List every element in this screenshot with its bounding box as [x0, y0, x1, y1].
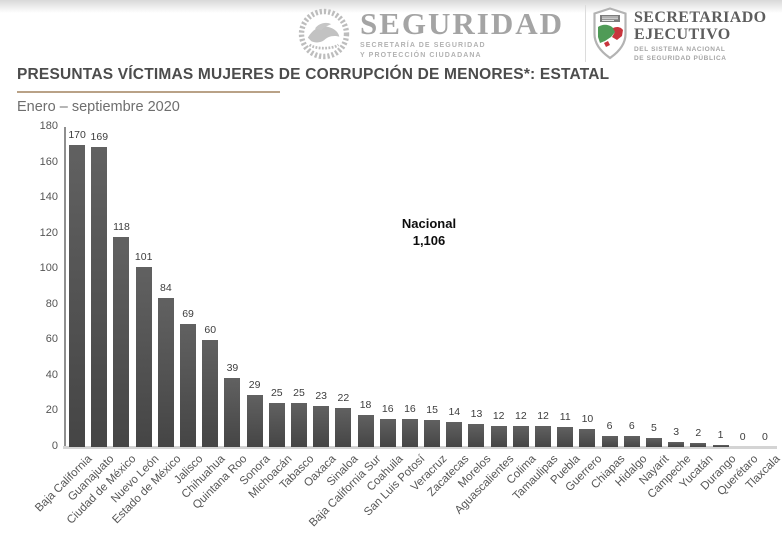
bar-value-label: 3	[673, 425, 680, 438]
bar-value-label: 25	[293, 386, 305, 399]
y-axis-tick-label: 60	[45, 333, 58, 346]
bar	[623, 436, 640, 447]
bar-value-label: 12	[537, 409, 549, 422]
bar	[601, 436, 618, 447]
seguridad-brand: SEGURIDAD SECRETARÍA DE SEGURIDAD Y PROT…	[360, 8, 564, 59]
x-axis-baseline	[63, 446, 777, 449]
top-border-shade	[0, 0, 782, 13]
bar-value-label: 12	[492, 409, 505, 422]
y-axis-tick-label: 0	[51, 440, 58, 452]
secretariado-line2: EJECUTIVO	[634, 25, 731, 43]
bar-value-label: 13	[470, 407, 483, 420]
bar	[690, 443, 707, 447]
y-axis-tick-label: 160	[39, 155, 58, 168]
bar	[135, 267, 152, 447]
bar	[202, 340, 219, 447]
bar	[712, 445, 729, 447]
bar	[424, 420, 441, 447]
bar-value-label: 12	[515, 409, 527, 422]
bar-value-label: 169	[90, 130, 109, 143]
bar-value-label: 15	[426, 404, 438, 417]
bar-value-label: 2	[695, 427, 702, 440]
bar-value-label: 29	[248, 379, 261, 392]
nacional-label: Nacional	[401, 216, 457, 231]
bar-value-label: 69	[182, 308, 194, 321]
bar-value-label: 16	[381, 402, 394, 415]
secretariado-sub-line2: DE SEGURIDAD PÚBLICA	[634, 54, 727, 62]
bar-value-label: 16	[404, 402, 416, 415]
seguridad-sub-line2: Y PROTECCIÓN CIUDADANA	[360, 52, 482, 59]
bar	[224, 377, 241, 447]
bar	[91, 146, 108, 447]
bar-value-label: 0	[761, 431, 768, 443]
y-axis-tick-label: 120	[39, 226, 58, 239]
y-axis-tick-label: 80	[45, 297, 58, 310]
bar	[557, 427, 574, 447]
bar	[313, 406, 330, 447]
header-divider	[585, 5, 586, 62]
bar	[290, 402, 307, 447]
bar-value-label: 84	[160, 281, 172, 294]
bar	[69, 144, 86, 447]
bar-value-label: 22	[337, 391, 350, 404]
bar	[246, 395, 263, 447]
bar-value-label: 118	[113, 221, 130, 234]
bar-value-label: 0	[739, 431, 746, 443]
bar-value-label: 11	[559, 411, 571, 424]
bar-value-label: 101	[134, 251, 153, 264]
y-axis-tick-label: 100	[39, 262, 58, 275]
bar-value-label: 6	[628, 420, 635, 433]
y-axis-tick-label: 180	[39, 120, 58, 132]
bar	[157, 297, 174, 447]
bar-value-label: 10	[581, 413, 594, 426]
bar	[490, 425, 507, 447]
bar	[180, 324, 197, 447]
secretariado-sub-line1: DEL SISTEMA NACIONAL	[634, 45, 726, 53]
bar	[535, 425, 552, 447]
date-range-subtitle: Enero – septiembre 2020	[17, 99, 180, 115]
bar-value-label: 14	[448, 406, 461, 419]
bar-value-label: 6	[606, 420, 613, 433]
page-title: PRESUNTAS VÍCTIMAS MUJERES DE CORRUPCIÓN…	[17, 66, 610, 83]
y-axis-line	[64, 127, 66, 448]
bar	[446, 422, 463, 447]
y-axis-tick-label: 40	[45, 368, 58, 381]
mexico-coat-of-arms-logo	[298, 8, 350, 60]
bar-value-label: 23	[315, 390, 327, 403]
bar	[579, 429, 596, 447]
bar-value-label: 170	[68, 128, 86, 141]
bar-value-label: 18	[359, 399, 372, 411]
bar	[335, 407, 352, 447]
bar	[401, 418, 418, 447]
bar	[268, 402, 285, 447]
seguridad-sub-line1: SECRETARÍA DE SEGURIDAD	[360, 42, 486, 49]
y-axis-tick-label: 20	[45, 404, 58, 417]
title-underline	[17, 91, 280, 93]
bar	[512, 425, 529, 447]
bar-value-label: 25	[270, 386, 283, 399]
bar	[645, 438, 662, 447]
secretariado-line1: SECRETARIADO	[634, 9, 767, 26]
y-axis-tick-label: 140	[39, 191, 58, 204]
bar	[379, 418, 396, 447]
bar	[357, 415, 374, 447]
nacional-value: 1,106	[412, 233, 446, 248]
bar-value-label: 60	[204, 324, 217, 337]
sesnsp-shield-logo	[593, 7, 627, 60]
bar	[668, 441, 685, 447]
bar-value-label: 39	[226, 361, 239, 374]
secretariado-block: SECRETARIADO EJECUTIVO DEL SISTEMA NACIO…	[634, 9, 767, 62]
bar	[468, 423, 485, 447]
bar-value-label: 1	[717, 429, 724, 442]
bar	[113, 237, 130, 447]
bar-value-label: 5	[651, 422, 657, 435]
nacional-annotation: Nacional 1,106	[383, 216, 475, 248]
seguridad-wordmark: SEGURIDAD	[360, 6, 565, 41]
